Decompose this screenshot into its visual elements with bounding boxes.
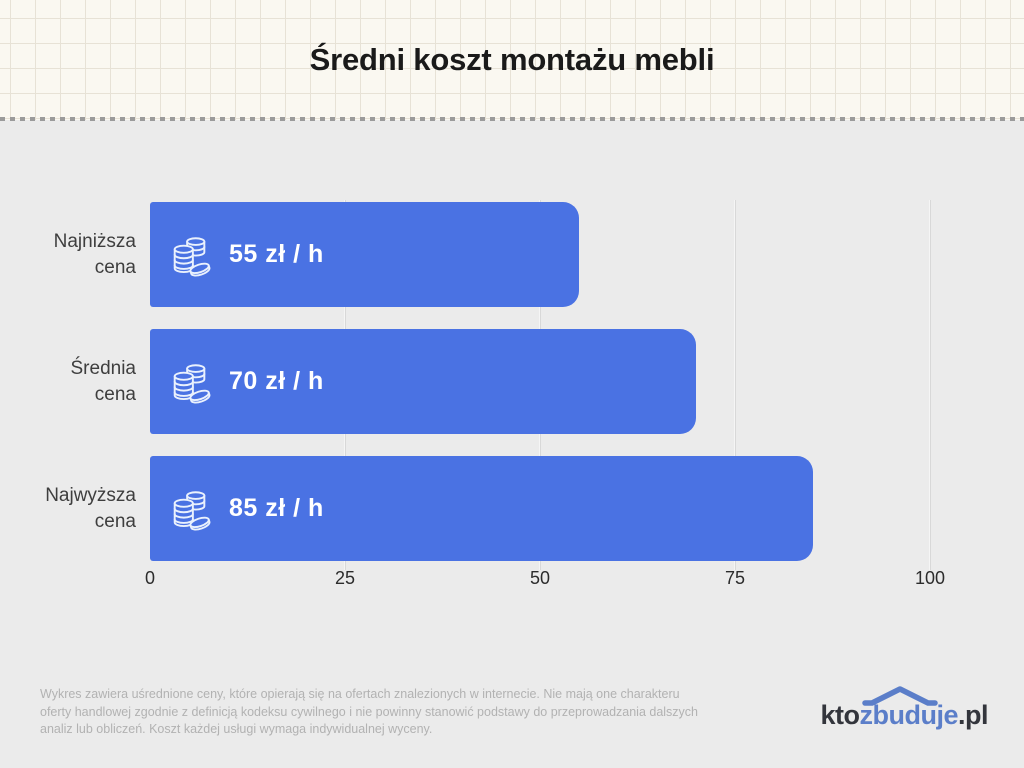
- x-tick-label: 50: [529, 568, 551, 588]
- bar-row: Najniższa cena 55 zł / h: [0, 202, 1024, 307]
- x-tick-label: 0: [144, 568, 155, 588]
- bar-value-label: 70 zł / h: [229, 367, 324, 395]
- dashed-separator: [0, 117, 1024, 121]
- x-tick-label: 75: [724, 568, 746, 588]
- x-tick-label: 25: [334, 568, 356, 588]
- coins-icon: [173, 490, 211, 530]
- bar: 70 zł / h: [150, 329, 696, 434]
- category-label: Najniższa cena: [53, 230, 136, 278]
- bar-row: Średnia cena 70 zł / h: [0, 329, 1024, 434]
- logo-suffix: .pl: [958, 700, 989, 730]
- brand-logo-text: ktozbuduje.pl: [821, 700, 989, 731]
- logo-middle: zbuduje: [859, 700, 959, 730]
- bar-value-label: 85 zł / h: [229, 494, 324, 522]
- roof-icon: [861, 686, 938, 706]
- category-label: Najwyższa cena: [45, 484, 136, 532]
- coins-icon: [173, 363, 211, 403]
- disclaimer-text: Wykres zawiera uśrednione ceny, które op…: [40, 687, 699, 736]
- page-title: Średni koszt montażu mebli: [309, 42, 715, 77]
- gridline-100: [929, 200, 931, 570]
- gridline-75: [734, 200, 736, 570]
- x-tick-label: 100: [914, 568, 946, 588]
- category-label: Średnia cena: [70, 357, 137, 405]
- bar-value-label: 55 zł / h: [229, 240, 324, 268]
- coins-icon: [173, 236, 211, 276]
- header-panel: Średni koszt montażu mebli: [0, 0, 1024, 120]
- logo-prefix: kto: [820, 700, 861, 730]
- bar: 55 zł / h: [150, 202, 579, 307]
- bar-row: Najwyższa cena 85 zł / h: [0, 456, 1024, 561]
- brand-logo: ktozbuduje.pl: [821, 686, 989, 740]
- bar: 85 zł / h: [150, 456, 813, 561]
